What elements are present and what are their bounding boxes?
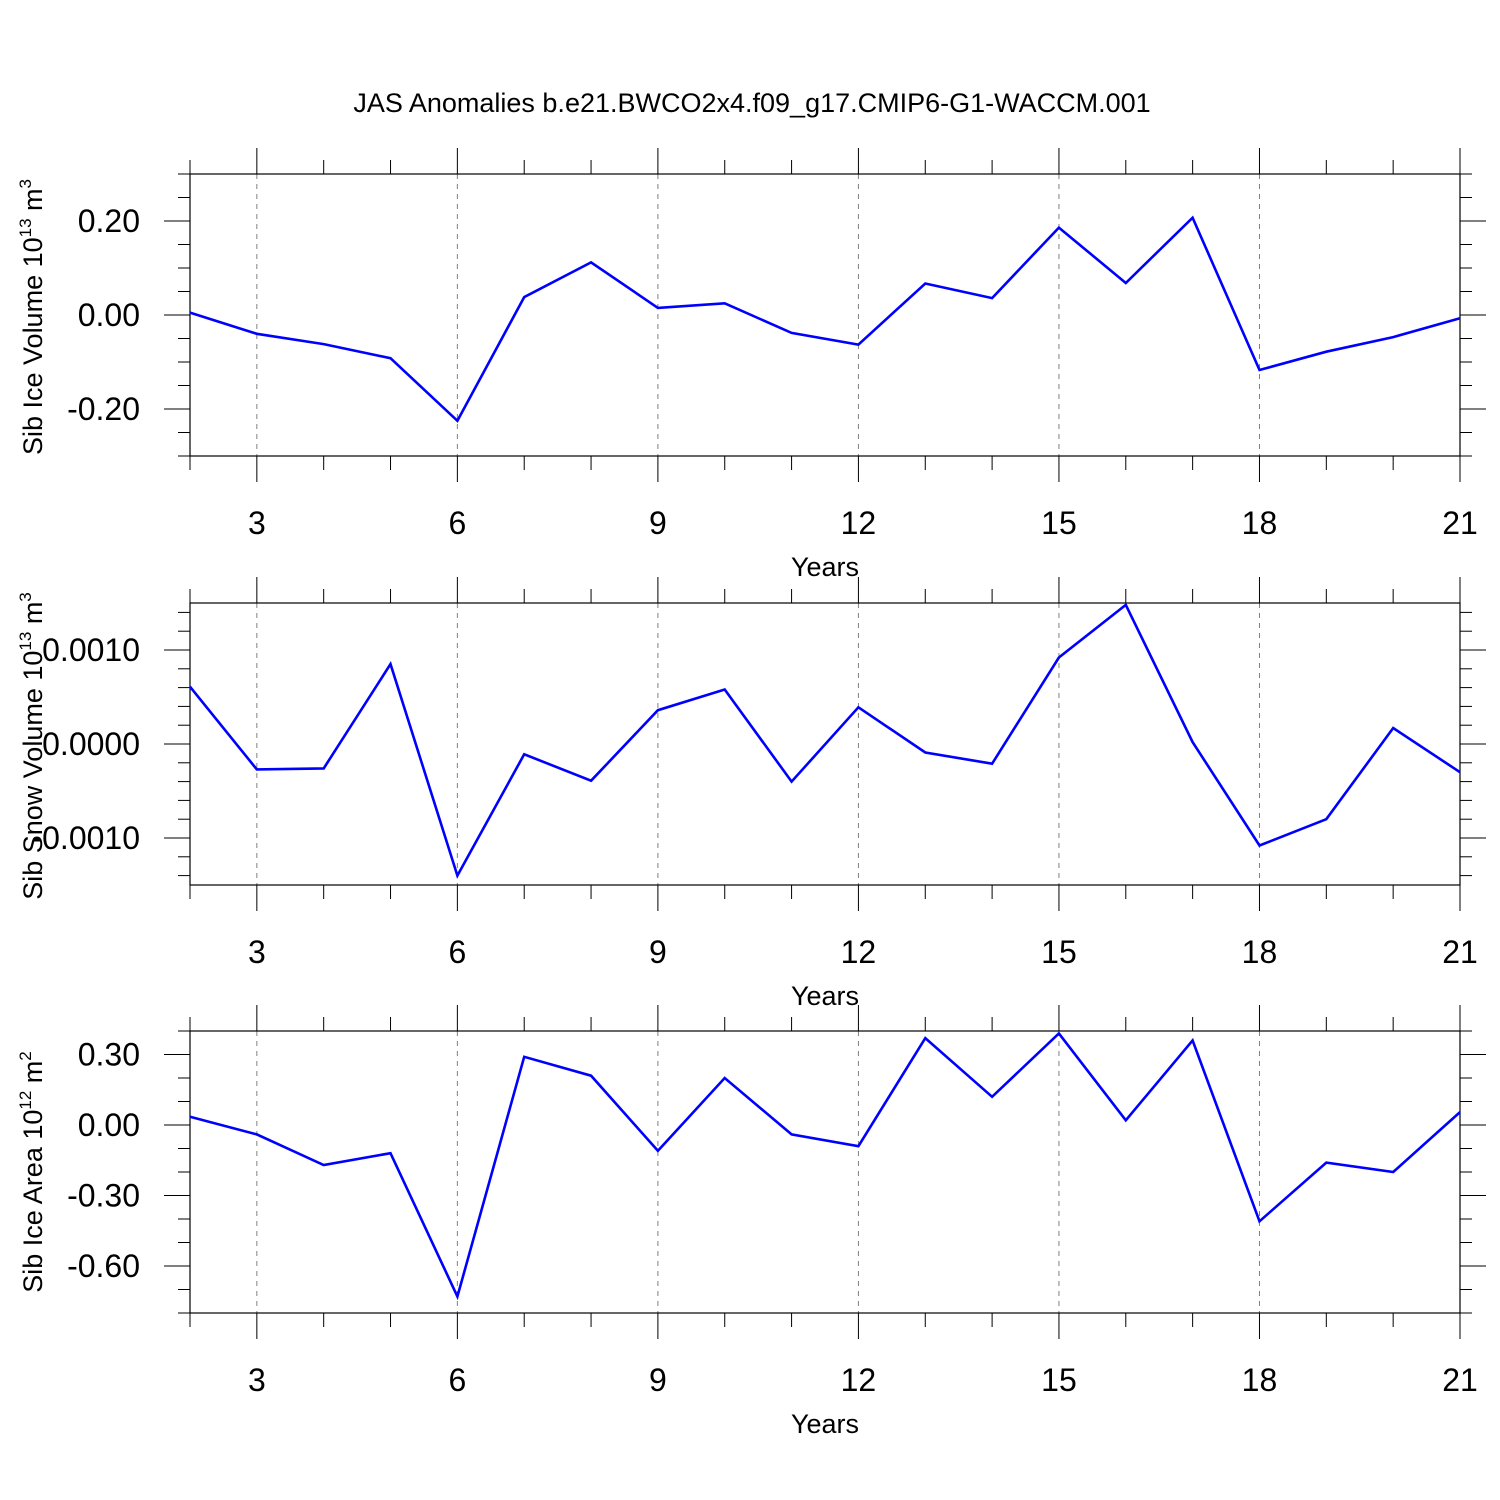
y-axis-label-text: m <box>18 1061 48 1091</box>
y-axis-label-superscript: 13 <box>16 218 35 237</box>
plot-frame <box>189 173 1461 457</box>
x-tick-label: 15 <box>1041 1362 1077 1398</box>
x-tick-label: 12 <box>841 934 877 970</box>
y-tick-label: 0.20 <box>78 203 140 239</box>
y-axis-label: Sib Snow Volume 1013 m3 <box>16 592 48 900</box>
y-axis-label: Sib Ice Volume 1013 m3 <box>16 179 48 455</box>
panel-2: 3 6 9 12 15 18 21 0.0010 0.0000 -0.0010 Years Sib S… <box>16 577 1486 1011</box>
y-axis-label-text: m <box>18 602 48 632</box>
series-line <box>189 1031 1461 1301</box>
y-tick-label: -0.30 <box>67 1178 140 1214</box>
x-tick-label: 15 <box>1041 505 1077 541</box>
x-tick-label: 18 <box>1242 934 1278 970</box>
x-axis-label: Years <box>791 981 859 1011</box>
x-tick-label: 12 <box>841 1362 877 1398</box>
y-tick-label: 0.30 <box>78 1037 140 1073</box>
y-axis-label-text: Sib Ice Area 10 <box>18 1110 48 1293</box>
panel-1: 3 6 9 12 15 18 21 0.20 0.00 -0.20 Years Sib Ice Vol… <box>16 148 1486 582</box>
y-axis-label-text: m <box>18 188 48 218</box>
x-tick-label: 9 <box>649 934 667 970</box>
x-tick-label: 12 <box>841 505 877 541</box>
y-axis-label-superscript: 2 <box>16 1051 35 1060</box>
y-axis-label: Sib Ice Area 1012 m2 <box>16 1051 48 1293</box>
x-tick-label: 18 <box>1242 1362 1278 1398</box>
x-tick-label: 3 <box>248 505 266 541</box>
y-axis-label-superscript: 12 <box>16 1091 35 1110</box>
y-axis-label-text: Sib Ice Volume 10 <box>18 237 48 455</box>
panel-3: 3 6 9 12 15 18 21 0.30 0.00 -0.30 -0.60 Years Sib Ic… <box>16 1005 1486 1439</box>
y-tick-label: 0.00 <box>78 1107 140 1143</box>
figure-title: JAS Anomalies b.e21.BWCO2x4.f09_g17.CMIP… <box>353 88 1150 118</box>
y-axis-label-superscript: 3 <box>16 592 35 601</box>
y-tick-label: 0.0010 <box>42 632 140 668</box>
x-tick-label: 9 <box>649 1362 667 1398</box>
x-tick-label: 9 <box>649 505 667 541</box>
y-tick-label: -0.0010 <box>31 820 140 856</box>
x-tick-label: 21 <box>1442 1362 1478 1398</box>
x-tick-label: 15 <box>1041 934 1077 970</box>
x-tick-label: 18 <box>1242 505 1278 541</box>
x-axis-label: Years <box>791 552 859 582</box>
plot-frame <box>189 1030 1461 1314</box>
x-tick-label: 3 <box>248 1362 266 1398</box>
x-tick-label: 3 <box>248 934 266 970</box>
x-tick-label: 21 <box>1442 934 1478 970</box>
y-tick-label: 0.00 <box>78 297 140 333</box>
y-axis-label-superscript: 13 <box>16 632 35 651</box>
y-axis-label-superscript: 3 <box>16 179 35 188</box>
y-tick-label: -0.20 <box>67 391 140 427</box>
series-line <box>189 215 1461 423</box>
x-tick-label: 6 <box>448 934 466 970</box>
series-line <box>188 602 1461 879</box>
x-tick-label: 6 <box>448 505 466 541</box>
x-tick-label: 21 <box>1442 505 1478 541</box>
x-axis-label: Years <box>791 1409 859 1439</box>
y-tick-label: -0.60 <box>67 1248 140 1284</box>
y-tick-label: 0.0000 <box>42 726 140 762</box>
y-axis-label-text: Sib Snow Volume 10 <box>18 651 48 900</box>
x-tick-label: 6 <box>448 1362 466 1398</box>
